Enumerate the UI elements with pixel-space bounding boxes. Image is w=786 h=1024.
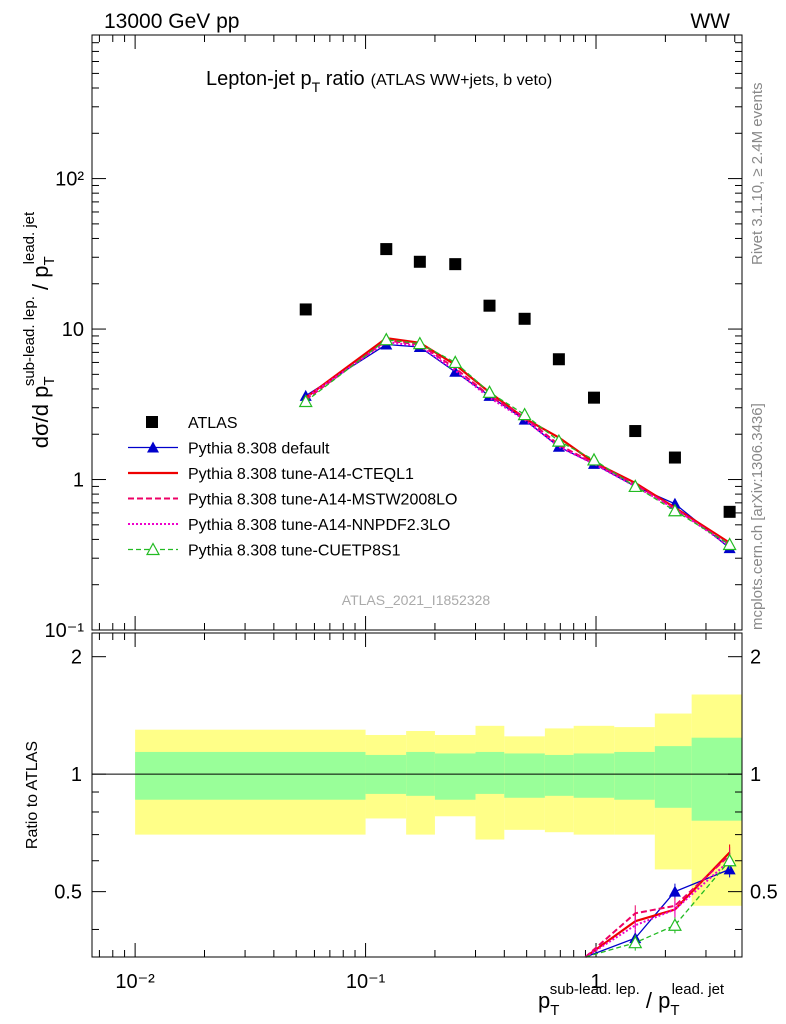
atlas-data-point bbox=[587, 391, 600, 404]
legend: ATLAS Pythia 8.308 default Pythia 8.308 tu… bbox=[128, 415, 457, 560]
series-5-point bbox=[482, 385, 497, 398]
y-tick-label-main: 10² bbox=[55, 169, 84, 191]
analysis-watermark: ATLAS_2021_I1852328 bbox=[342, 592, 491, 608]
series-5-point bbox=[551, 433, 566, 447]
series-5-point bbox=[667, 503, 682, 517]
inner-band-bin bbox=[614, 751, 655, 800]
legend-entry-label: Pythia 8.308 default bbox=[188, 441, 330, 458]
series-5-point bbox=[722, 537, 737, 551]
atlas-data-point bbox=[483, 299, 496, 312]
ratio-series-4-point bbox=[722, 853, 737, 867]
legend-marker-1 bbox=[147, 441, 159, 453]
atlas-data-point bbox=[668, 451, 681, 464]
inner-band-bin bbox=[475, 751, 505, 794]
ratio-series-3-line bbox=[584, 859, 731, 958]
y-axis-label-main: dσ/d pTsub-lead. lep. / pTlead. jet bbox=[21, 211, 58, 448]
ratio-series-1-line bbox=[584, 851, 731, 958]
atlas-data-point bbox=[449, 258, 462, 271]
y-tick-label-main: 1 bbox=[73, 470, 84, 492]
series-5-line bbox=[305, 339, 730, 546]
ratio-series-0-point bbox=[668, 885, 681, 897]
rivet-label: Rivet 3.1.10, ≥ 2.4M events bbox=[749, 83, 766, 266]
main-frame bbox=[91, 34, 743, 631]
atlas-data-point bbox=[518, 312, 531, 325]
inner-band-bin bbox=[573, 753, 615, 798]
atlas-data-point bbox=[629, 425, 642, 438]
legend-entry-label: Pythia 8.308 tune-CUETP8S1 bbox=[188, 543, 401, 560]
x-axis-label: pTsub-lead. lep. / pTlead. jet bbox=[538, 981, 725, 1019]
ratio-series-4-point bbox=[667, 918, 682, 931]
mcplots-label: mcplots.cern.ch [arXiv:1306.3436] bbox=[749, 403, 766, 630]
ratio-series-4-line bbox=[585, 860, 731, 958]
plot-title: Lepton-jet pT ratio (ATLAS WW+jets, b vet… bbox=[206, 68, 552, 95]
ratio-frame bbox=[91, 632, 743, 958]
ratio-axis-ticks: 10⁻² 10⁻¹ 1 0.5 0.5 1 1 2 2 bbox=[54, 633, 778, 993]
series-5-point bbox=[517, 407, 532, 421]
inner-band-bin bbox=[654, 746, 692, 808]
series-5-point bbox=[412, 336, 427, 350]
legend-entry-label: Pythia 8.308 tune-A14-NNPDF2.3LO bbox=[188, 517, 450, 534]
series-1-point bbox=[449, 365, 462, 377]
ratio-panel: 10⁻² 10⁻¹ 1 0.5 0.5 1 1 2 2 Ratio to ATLAS pTsub… bbox=[24, 632, 778, 1019]
y-tick-label-main: 10 bbox=[62, 319, 84, 341]
y-tick-label-ratio-left: 1 bbox=[71, 764, 82, 786]
series-5-point bbox=[586, 452, 602, 466]
series-5-point bbox=[379, 332, 394, 346]
y-tick-label-ratio-right: 2 bbox=[750, 647, 761, 669]
process-label: WW bbox=[690, 10, 730, 33]
atlas-data-point bbox=[552, 353, 565, 366]
ratio-series-2-line bbox=[584, 854, 731, 958]
uncertainty-bands bbox=[92, 694, 742, 906]
x-tick-label: 1 bbox=[590, 971, 601, 993]
legend-entry-label: Pythia 8.308 tune-A14-CTEQL1 bbox=[188, 466, 414, 483]
ratio-series-4-point bbox=[628, 935, 643, 949]
atlas-data-point bbox=[299, 303, 312, 316]
legend-marker-5 bbox=[145, 542, 161, 556]
inner-band-bin bbox=[544, 754, 574, 796]
atlas-data-point bbox=[413, 255, 426, 268]
y-tick-label-ratio-left: 2 bbox=[71, 647, 82, 669]
inner-band-bin bbox=[434, 753, 476, 800]
atlas-data-point bbox=[723, 505, 736, 518]
legend-entry-label: Pythia 8.308 tune-A14-MSTW2008LO bbox=[188, 492, 457, 509]
series-5-point bbox=[448, 355, 463, 369]
atlas-data-point bbox=[380, 243, 393, 256]
energy-label: 13000 GeV pp bbox=[104, 10, 239, 33]
y-tick-label-ratio-left: 0.5 bbox=[54, 882, 82, 904]
main-axis-ticks: 10⁻¹ 1 10 10² bbox=[45, 34, 742, 642]
y-tick-label-ratio-right: 0.5 bbox=[750, 882, 778, 904]
legend-marker-atlas bbox=[146, 416, 158, 428]
x-tick-label: 10⁻¹ bbox=[346, 971, 386, 993]
series-5-point bbox=[628, 479, 643, 493]
main-series bbox=[298, 243, 737, 554]
inner-band-bin bbox=[504, 753, 545, 798]
y-tick-label-main: 10⁻¹ bbox=[45, 620, 85, 642]
series-4-line bbox=[305, 340, 731, 548]
series-5-point bbox=[298, 394, 313, 408]
inner-band-bin bbox=[691, 737, 742, 821]
series-3-line bbox=[305, 339, 731, 546]
ratio-series bbox=[584, 844, 737, 958]
legend-entry-label: ATLAS bbox=[188, 415, 238, 432]
x-tick-label: 10⁻² bbox=[115, 971, 155, 993]
ratio-series-0-point bbox=[723, 863, 736, 875]
main-panel: Lepton-jet pT ratio (ATLAS WW+jets, b vet… bbox=[21, 34, 743, 642]
y-tick-label-ratio-right: 1 bbox=[750, 764, 761, 786]
series-2-line bbox=[305, 337, 731, 544]
y-axis-label-ratio: Ratio to ATLAS bbox=[24, 741, 41, 849]
inner-band-bin bbox=[135, 751, 366, 800]
